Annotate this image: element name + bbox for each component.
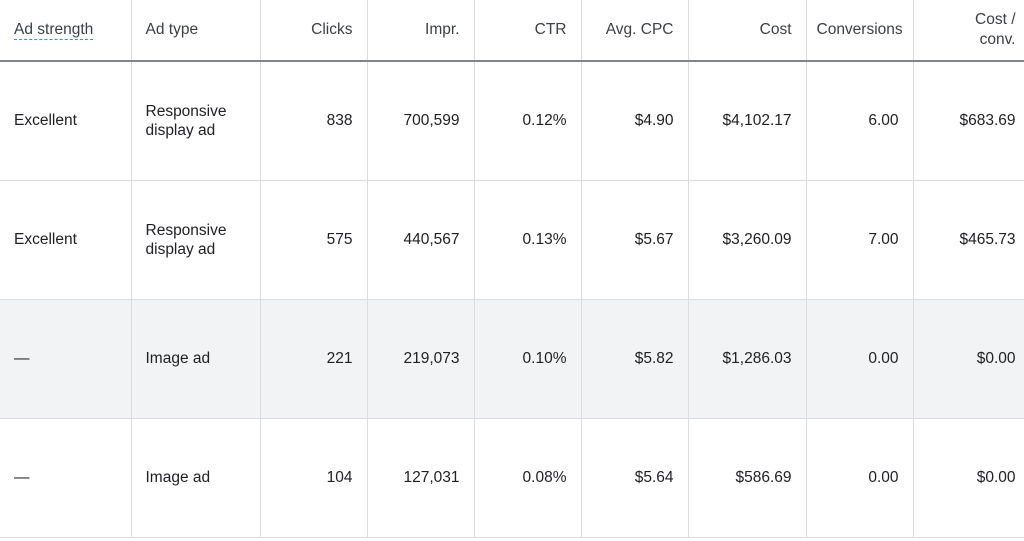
- column-header-clicks[interactable]: Clicks: [260, 0, 368, 62]
- impr-cell: 440,567: [367, 180, 475, 300]
- clicks-cell: 221: [260, 299, 368, 419]
- ad-strength-cell: Excellent: [0, 61, 132, 181]
- impr-cell: 219,073: [367, 299, 475, 419]
- column-header-ctr[interactable]: CTR: [474, 0, 582, 62]
- table-row-hovered[interactable]: — Image ad 221 219,073 0.10% $5.82 $1,28…: [0, 299, 1024, 419]
- clicks-cell: 838: [260, 61, 368, 181]
- ad-type-line2: display ad: [145, 241, 216, 258]
- ad-type-cell: Responsive display ad: [131, 61, 261, 181]
- cost-cell: $1,286.03: [688, 299, 807, 419]
- column-header-ad-strength[interactable]: Ad strength: [0, 0, 132, 62]
- clicks-header-label: Clicks: [311, 21, 353, 38]
- ad-strength-cell: —: [0, 299, 132, 419]
- impr-cell: 127,031: [367, 418, 475, 538]
- column-header-conversions[interactable]: Conversions: [806, 0, 914, 62]
- ad-type-cell: Image ad: [131, 299, 261, 419]
- column-header-avg-cpc[interactable]: Avg. CPC: [581, 0, 689, 62]
- ad-type-cell: Responsive display ad: [131, 180, 261, 300]
- table-row[interactable]: Excellent Responsive display ad 575 440,…: [0, 180, 1024, 300]
- impr-cell: 700,599: [367, 61, 475, 181]
- avg-cpc-cell: $5.82: [581, 299, 689, 419]
- conversions-cell: 7.00: [806, 180, 914, 300]
- cost-per-conv-cell: $683.69: [913, 61, 1024, 181]
- cost-per-conv-cell: $465.73: [913, 180, 1024, 300]
- column-header-impr[interactable]: Impr.: [367, 0, 475, 62]
- ctr-cell: 0.08%: [474, 418, 582, 538]
- ad-type-header-label: Ad type: [145, 21, 199, 38]
- ad-strength-header-label[interactable]: Ad strength: [14, 21, 94, 40]
- cost-cell: $586.69: [688, 418, 807, 538]
- clicks-cell: 575: [260, 180, 368, 300]
- cost-header-label: Cost: [759, 21, 792, 38]
- impr-header-label: Impr.: [425, 21, 460, 38]
- ad-strength-cell: —: [0, 418, 132, 538]
- table-row[interactable]: — Image ad 104 127,031 0.08% $5.64 $586.…: [0, 418, 1024, 538]
- column-header-ad-type[interactable]: Ad type: [131, 0, 261, 62]
- ad-type-line1: Responsive: [145, 222, 227, 239]
- conversions-cell: 6.00: [806, 61, 914, 181]
- column-header-cost-per-conv[interactable]: Cost / conv.: [913, 0, 1024, 62]
- ad-type-cell: Image ad: [131, 418, 261, 538]
- ctr-header-label: CTR: [534, 21, 567, 38]
- ctr-cell: 0.10%: [474, 299, 582, 419]
- avg-cpc-cell: $5.64: [581, 418, 689, 538]
- cost-cell: $4,102.17: [688, 61, 807, 181]
- cost-cell: $3,260.09: [688, 180, 807, 300]
- conversions-cell: 0.00: [806, 299, 914, 419]
- conversions-header-label: Conversions: [816, 21, 903, 38]
- cost-per-conv-cell: $0.00: [913, 299, 1024, 419]
- cost-per-conv-cell: $0.00: [913, 418, 1024, 538]
- avg-cpc-header-label: Avg. CPC: [605, 21, 674, 38]
- column-header-cost[interactable]: Cost: [688, 0, 807, 62]
- cost-per-conv-header-line1: Cost /: [975, 11, 1016, 28]
- ctr-cell: 0.12%: [474, 61, 582, 181]
- ctr-cell: 0.13%: [474, 180, 582, 300]
- ad-strength-cell: Excellent: [0, 180, 132, 300]
- clicks-cell: 104: [260, 418, 368, 538]
- cost-per-conv-header-line2: conv.: [979, 31, 1016, 48]
- conversions-cell: 0.00: [806, 418, 914, 538]
- avg-cpc-cell: $4.90: [581, 61, 689, 181]
- header-row: Ad strength Ad type Clicks Impr. CTR Avg…: [0, 0, 1024, 62]
- table-row[interactable]: Excellent Responsive display ad 838 700,…: [0, 61, 1024, 181]
- ad-type-line2: display ad: [145, 122, 216, 139]
- avg-cpc-cell: $5.67: [581, 180, 689, 300]
- ad-type-line1: Responsive: [145, 103, 227, 120]
